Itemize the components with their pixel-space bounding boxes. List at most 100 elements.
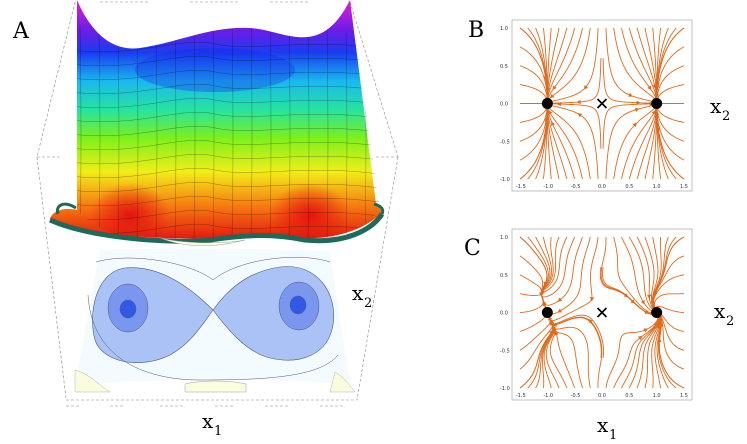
x-tick-label: 0.5 bbox=[625, 184, 633, 190]
stream-arrow bbox=[655, 85, 660, 90]
panel-c-x-label: x bbox=[714, 299, 726, 323]
streamline bbox=[656, 308, 685, 389]
y-tick-label: 1.0 bbox=[500, 235, 508, 241]
y-tick-label: 0.5 bbox=[500, 273, 508, 279]
x-tick-label: 0.0 bbox=[598, 184, 606, 190]
panel-b-frame bbox=[511, 19, 693, 192]
contour-plot bbox=[74, 237, 356, 393]
panel-letter-a: A bbox=[12, 19, 30, 44]
streamline bbox=[628, 236, 657, 312]
x-tick-label: 1.0 bbox=[653, 393, 661, 399]
streamline bbox=[547, 58, 602, 104]
stream-arrow bbox=[577, 113, 583, 118]
stream-arrow bbox=[646, 294, 652, 299]
streamline bbox=[621, 104, 658, 180]
x-tick-label: -1.0 bbox=[543, 184, 553, 190]
panel-a-box bbox=[36, 1, 399, 407]
streamline bbox=[541, 295, 605, 358]
saddle-point bbox=[596, 98, 608, 109]
stream-arrow bbox=[583, 85, 589, 90]
streamline bbox=[547, 103, 599, 180]
stream-arrow bbox=[552, 85, 557, 90]
streamline bbox=[546, 104, 583, 180]
x-tick-label: 0.0 bbox=[598, 393, 606, 399]
stable-point bbox=[541, 307, 553, 318]
streamline bbox=[599, 267, 658, 315]
stream-arrow bbox=[557, 308, 563, 313]
streamline bbox=[613, 236, 658, 314]
x-tick-label: -0.5 bbox=[571, 184, 581, 190]
streamline bbox=[652, 236, 685, 311]
streamline bbox=[541, 236, 576, 298]
panel-b-fixed-points bbox=[541, 98, 663, 109]
stream-arrow bbox=[539, 292, 544, 297]
stream-arrow bbox=[588, 319, 593, 324]
x-tick-label: -1.5 bbox=[516, 184, 526, 190]
y-tick-label: -0.5 bbox=[500, 139, 510, 145]
streamline bbox=[546, 27, 576, 102]
panel-letter-c: C bbox=[464, 236, 481, 261]
streamline bbox=[613, 27, 657, 103]
stream-arrow bbox=[551, 121, 556, 126]
panel-c-bottom-label: x bbox=[597, 413, 609, 437]
panel-b: B -1.5 -1.0 -0.5 0.0 0.5 1.0 1.51.00.50.0-0.5-… bbox=[468, 18, 730, 192]
stable-point bbox=[541, 98, 553, 109]
stream-arrow bbox=[628, 92, 633, 97]
panel-b-ticks: -1.5 -1.0 -0.5 0.0 0.5 1.0 1.5 1.0 0.5 0.0 -0.5 -1.… bbox=[500, 26, 688, 190]
panel-c-bottom-sub: 1 bbox=[609, 428, 617, 443]
panel-c-ticks: -1.5 -1.0 -0.5 0.0 0.5 1.0 1.5 1.0 0.5 0.0 -0.5 -1.… bbox=[500, 235, 688, 399]
stream-arrow bbox=[643, 328, 649, 333]
x-tick-label: 0.5 bbox=[625, 393, 633, 399]
stream-arrow bbox=[549, 93, 555, 99]
stream-arrow bbox=[647, 85, 652, 90]
stream-arrow bbox=[636, 100, 641, 105]
y-tick-label: 1.0 bbox=[500, 26, 508, 32]
stream-arrow bbox=[638, 335, 643, 341]
streamline bbox=[541, 236, 568, 294]
streamline bbox=[602, 103, 657, 149]
panel-b-x-sub: 2 bbox=[722, 109, 730, 124]
panel-b-x-label: x bbox=[710, 94, 722, 118]
saddle-point bbox=[596, 307, 608, 318]
x-tick-label: 1.5 bbox=[680, 184, 688, 190]
streamline bbox=[547, 104, 591, 180]
y-tick-label: -1.0 bbox=[500, 386, 510, 392]
stream-arrow bbox=[653, 291, 658, 297]
stream-arrow bbox=[543, 76, 548, 81]
y-tick-label: 0.5 bbox=[500, 64, 508, 70]
stream-arrow bbox=[576, 99, 581, 105]
streamline bbox=[605, 103, 657, 180]
panel-a-y-label: x bbox=[352, 281, 364, 305]
streamline bbox=[656, 27, 685, 103]
stream-arrow bbox=[634, 107, 640, 112]
panel-a-x-label: x bbox=[202, 409, 214, 433]
stream-arrow bbox=[640, 299, 645, 305]
stream-arrow bbox=[651, 110, 656, 115]
stream-arrow bbox=[543, 281, 548, 287]
panel-a-y-sub: 2 bbox=[364, 296, 372, 311]
stream-arrow bbox=[548, 110, 553, 115]
potential-surface bbox=[48, 0, 385, 244]
y-tick-label: 0.0 bbox=[500, 311, 508, 317]
streamline bbox=[519, 293, 542, 296]
panel-a-x-sub: 1 bbox=[214, 424, 222, 439]
streamline bbox=[602, 58, 657, 104]
x-tick-label: 1.0 bbox=[653, 184, 661, 190]
panel-c-streamlines bbox=[519, 236, 685, 389]
stream-arrow bbox=[557, 297, 563, 302]
x-tick-label: -0.5 bbox=[571, 393, 581, 399]
streamline bbox=[653, 293, 685, 311]
stream-arrow bbox=[589, 297, 595, 302]
streamline bbox=[519, 27, 548, 103]
panel-c: C -1.5 -1.0 -0.5 0.0 0.5 1.0 1.51.00.50.0-0.5-… bbox=[464, 228, 734, 443]
x-tick-label: 1.5 bbox=[680, 393, 688, 399]
streamline bbox=[546, 27, 583, 103]
streamline bbox=[519, 236, 548, 293]
x-tick-label: -1.0 bbox=[543, 393, 553, 399]
stream-arrow bbox=[551, 326, 556, 331]
streamline bbox=[621, 236, 657, 313]
streamline bbox=[636, 236, 657, 311]
panel-c-fixed-points bbox=[541, 307, 663, 318]
streamline bbox=[613, 104, 657, 180]
